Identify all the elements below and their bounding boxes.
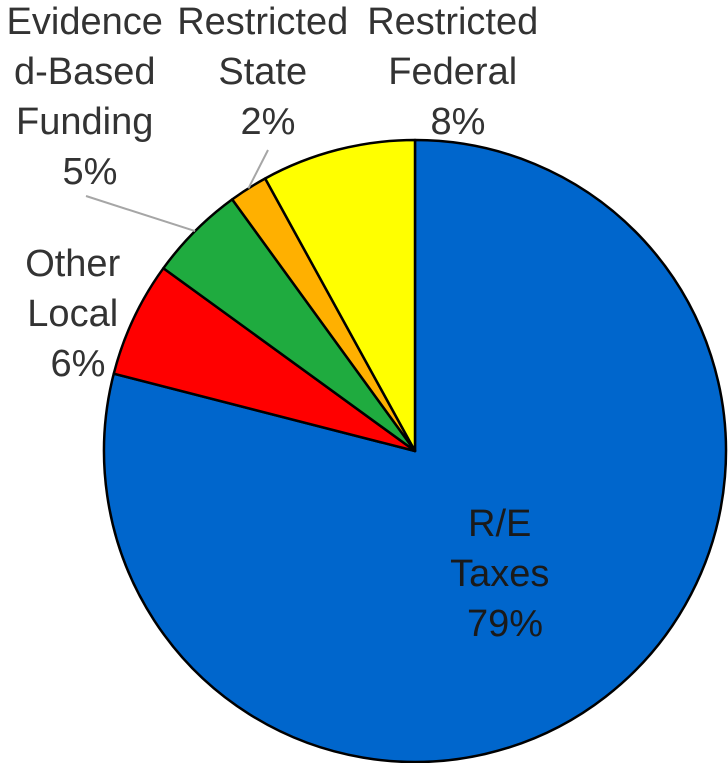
label-other-local: Other Local 6% bbox=[25, 243, 131, 385]
leader-line-restricted-state bbox=[247, 149, 269, 189]
label-re-taxes: R/E Taxes 79% bbox=[450, 503, 560, 645]
pie-slices bbox=[102, 138, 728, 763]
leader-lines bbox=[85, 149, 269, 233]
label-restricted-federal: Restricted Federal 8% bbox=[367, 1, 549, 143]
leader-line-evidence-based-funding bbox=[85, 195, 196, 233]
label-restricted-state: Restricted State 2% bbox=[177, 1, 359, 143]
label-evidence-based-funding: Evidence d-Based Funding 5% bbox=[7, 1, 174, 193]
pie-slice-restricted-federal bbox=[263, 138, 417, 453]
